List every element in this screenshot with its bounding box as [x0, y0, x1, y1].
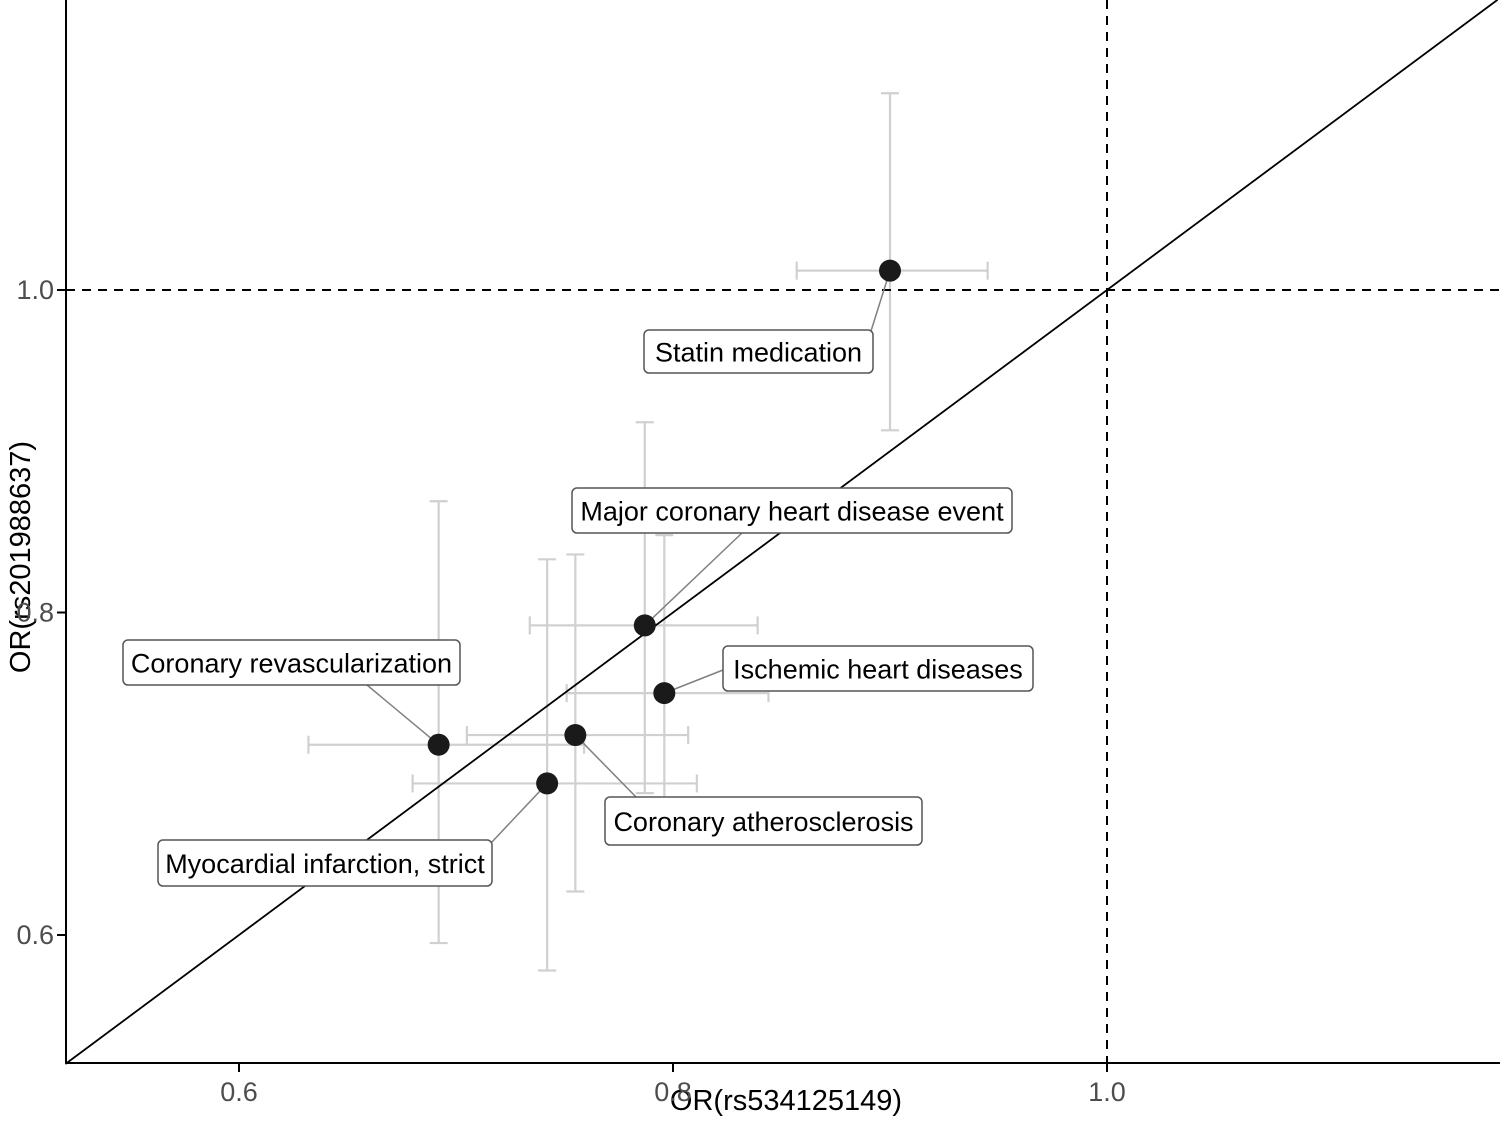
y-tick-label-1: 0.8: [16, 598, 54, 628]
data-point-5: [536, 772, 559, 795]
annotation-label: Coronary atherosclerosis: [613, 807, 913, 837]
annotation-box: [122, 639, 461, 686]
annotation-label: Statin medication: [655, 338, 862, 368]
annotation-labels-layer: Statin medication Major coronary heart di…: [122, 329, 1034, 887]
leader-line-4: [366, 684, 440, 746]
data-point-3: [564, 724, 587, 747]
annotation-0: Statin medication: [643, 329, 874, 374]
annotation-1: Major coronary heart disease event: [571, 487, 1013, 534]
reference-lines-layer: [66, 0, 1500, 1063]
annotation-3: Coronary atherosclerosis: [604, 796, 923, 846]
annotation-label: Major coronary heart disease event: [580, 497, 1004, 527]
data-point-0: [879, 259, 901, 282]
annotation-label: Coronary revascularization: [131, 649, 452, 679]
annotation-5: Myocardial infarction, strict: [157, 839, 493, 887]
leader-line-3: [574, 734, 637, 798]
annotation-box: [643, 329, 874, 374]
points-layer: [427, 259, 901, 795]
data-point-1: [633, 614, 656, 637]
annotation-4: Coronary revascularization: [122, 639, 461, 686]
annotation-box: [722, 645, 1034, 692]
leader-line-1: [644, 532, 743, 626]
data-point-2: [653, 682, 676, 705]
error-bars-1: [528, 421, 759, 795]
annotation-box: [571, 487, 1013, 534]
y-tick-label-2: 1.0: [16, 275, 54, 305]
annotation-box: [157, 839, 493, 887]
y-axis-title: OR(rs201988637): [5, 441, 37, 673]
y-tick-label-0: 0.6: [16, 920, 54, 950]
axes-layer: OR(rs534125149) OR(rs201988637) 0.6 0.8 1.…: [5, 0, 1500, 1117]
x-tick-label-1: 0.8: [654, 1077, 692, 1107]
x-tick-label-2: 1.0: [1088, 1077, 1126, 1107]
annotation-label: Myocardial infarction, strict: [165, 849, 485, 879]
x-axis-title: OR(rs534125149): [670, 1085, 902, 1117]
annotation-2: Ischemic heart diseases: [722, 645, 1034, 692]
x-tick-label-0: 0.6: [220, 1077, 258, 1107]
annotation-label: Ischemic heart diseases: [733, 655, 1023, 685]
leader-line-5: [490, 782, 548, 844]
data-point-4: [427, 733, 450, 756]
annotation-box: [604, 796, 923, 846]
